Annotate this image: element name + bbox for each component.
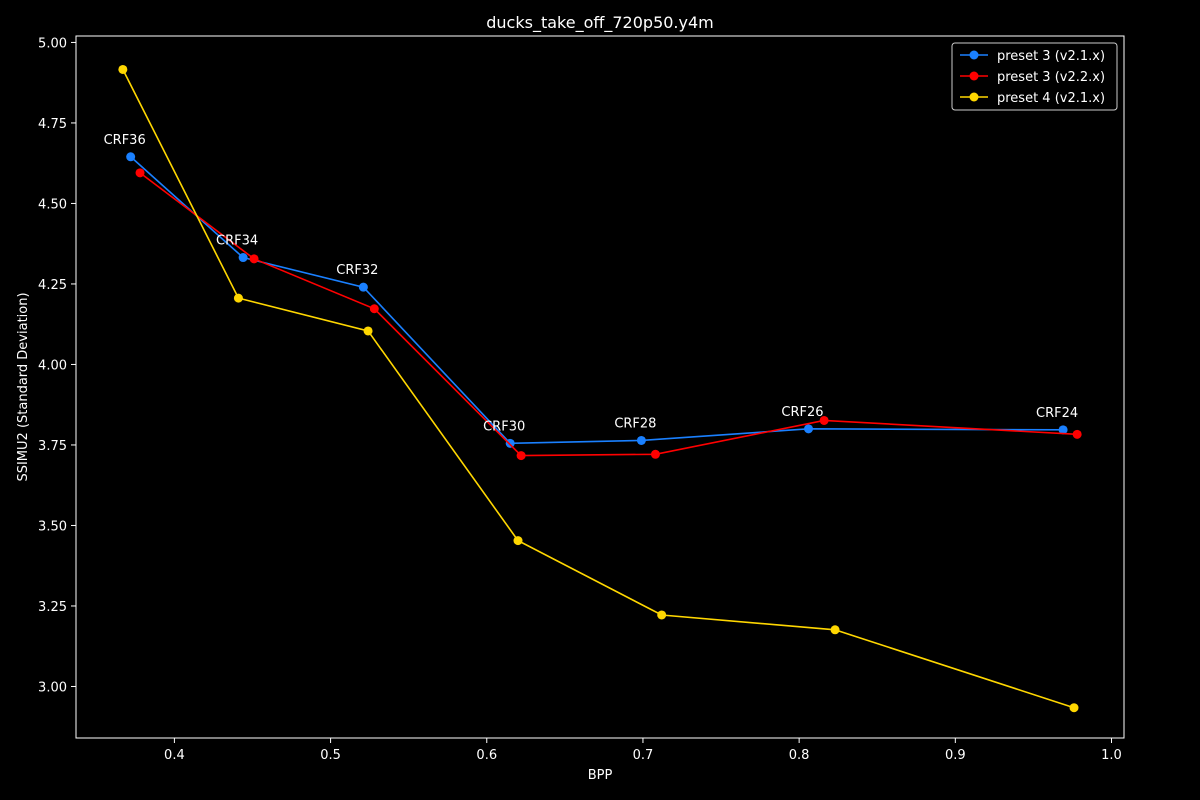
series-point [1072, 429, 1082, 439]
series-point [238, 253, 248, 263]
x-tick-label: 0.4 [164, 748, 185, 763]
legend-swatch-marker [969, 71, 979, 81]
series-point [516, 451, 526, 461]
series-point [505, 438, 515, 448]
y-tick-label: 3.00 [38, 680, 67, 695]
series-point [126, 152, 136, 162]
series-point [657, 610, 667, 620]
series-point [135, 168, 145, 178]
series-point [513, 536, 523, 546]
y-tick-label: 3.75 [38, 439, 67, 454]
series-point [233, 293, 243, 303]
crf-annotation: CRF28 [614, 416, 656, 431]
x-axis-label: BPP [588, 768, 613, 783]
legend: preset 3 (v2.1.x) preset 3 (v2.2.x) preset… [951, 42, 1118, 111]
plot-area: 0.4 0.5 0.6 0.7 0.8 0.9 1.0 3.00 3.25 3.50 3.75 4.0… [38, 35, 1125, 763]
series-point [358, 282, 368, 292]
x-tick-label: 1.0 [1101, 748, 1122, 763]
legend-swatch-marker [969, 92, 979, 102]
y-tick-label: 3.25 [38, 600, 67, 615]
plot-frame [75, 35, 1125, 739]
legend-swatch-marker [969, 50, 979, 60]
y-tick-label: 3.50 [38, 519, 67, 534]
legend-label: preset 4 (v2.1.x) [997, 91, 1105, 106]
series-point [819, 415, 829, 425]
x-tick-label: 0.9 [945, 748, 966, 763]
crf-annotation: CRF34 [216, 234, 258, 249]
y-tick-label: 4.75 [38, 117, 67, 132]
series-point [118, 64, 128, 74]
chart-title: ducks_take_off_720p50.y4m [486, 13, 714, 33]
series-point [363, 326, 373, 336]
crf-annotation: CRF26 [781, 405, 823, 420]
legend-box [951, 42, 1118, 111]
y-tick-label: 5.00 [38, 36, 67, 51]
series-point [1069, 703, 1079, 713]
series-point [804, 424, 814, 434]
y-tick-label: 4.50 [38, 197, 67, 212]
series-point [650, 449, 660, 459]
series-point [636, 435, 646, 445]
crf-annotation: CRF30 [483, 419, 525, 434]
y-tick-label: 4.00 [38, 358, 67, 373]
series-point [249, 254, 259, 264]
y-tick-label: 4.25 [38, 278, 67, 293]
series-point [830, 625, 840, 635]
x-tick-label: 0.7 [633, 748, 654, 763]
series-point [1058, 425, 1068, 435]
x-tick-label: 0.6 [476, 748, 497, 763]
crf-annotation: CRF32 [336, 263, 378, 278]
series-point [369, 304, 379, 314]
crf-annotation: CRF24 [1036, 406, 1078, 421]
crf-annotation: CRF36 [104, 133, 146, 148]
legend-label: preset 3 (v2.2.x) [997, 70, 1105, 85]
x-tick-label: 0.5 [320, 748, 341, 763]
legend-label: preset 3 (v2.1.x) [997, 49, 1105, 64]
x-tick-label: 0.8 [789, 748, 810, 763]
y-axis-label: SSIMU2 (Standard Deviation) [16, 292, 31, 481]
